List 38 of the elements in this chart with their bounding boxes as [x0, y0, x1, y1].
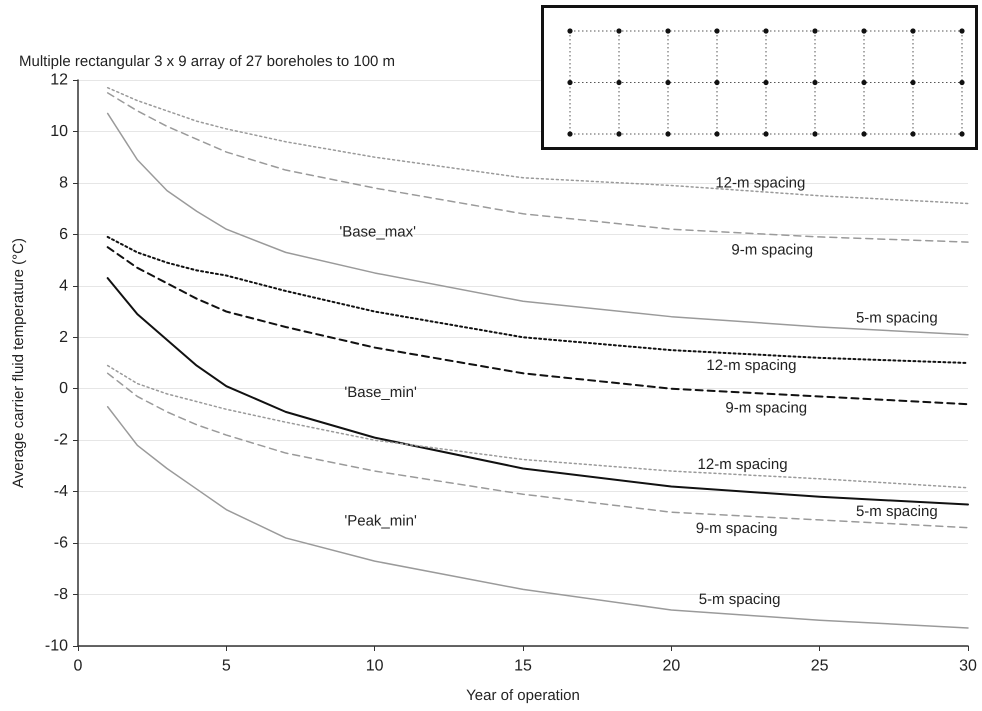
y-axis-title: Average carrier fluid temperature (°C) [10, 238, 27, 488]
x-tick-label: 10 [366, 658, 384, 674]
x-axis-title: Year of operation [466, 687, 580, 704]
x-tick-label: 20 [662, 658, 680, 674]
x-tick-label: 30 [959, 658, 977, 674]
line-series [106, 277, 969, 506]
annotation: 'Base_min' [344, 384, 417, 402]
x-tick-label: 25 [810, 658, 829, 674]
line-series [106, 92, 969, 243]
y-tick-label: 6 [59, 226, 68, 243]
y-tick-label: -10 [44, 638, 68, 654]
y-tick-label: 12 [50, 72, 68, 88]
x-tick-label: 5 [222, 658, 231, 674]
y-tick-label: -4 [54, 483, 68, 500]
x-tick-label: 0 [74, 658, 83, 674]
series-label: 5-m spacing [856, 502, 938, 520]
y-tick-label: 8 [59, 174, 68, 192]
chart-title: Multiple rectangular 3 x 9 array of 27 boreholes to 100 m [19, 53, 396, 70]
annotation: 'Peak_min' [344, 512, 417, 530]
y-tick-label: 10 [50, 122, 68, 140]
series-label: 12-m spacing [715, 174, 806, 192]
line-series [106, 112, 969, 336]
series-label: 12-m spacing [698, 456, 788, 474]
series-label: 5-m spacing [698, 591, 780, 608]
series-label: 12-m spacing [706, 357, 796, 374]
y-tick-label: 4 [59, 277, 68, 294]
y-tick-label: -8 [54, 586, 68, 604]
line-series [106, 86, 969, 204]
y-tick-label: 2 [59, 328, 68, 346]
annotation: 'Base_max' [339, 223, 416, 240]
y-tick-label: 0 [59, 380, 68, 398]
series-label: 9-m spacing [725, 400, 808, 417]
series-label: 5-m spacing [856, 309, 938, 326]
series-label: 9-m spacing [731, 241, 814, 258]
x-tick-label: 15 [514, 658, 532, 674]
y-tick-label: -2 [54, 432, 68, 449]
series-label: 9-m spacing [696, 520, 778, 538]
y-tick-label: -6 [54, 534, 68, 552]
